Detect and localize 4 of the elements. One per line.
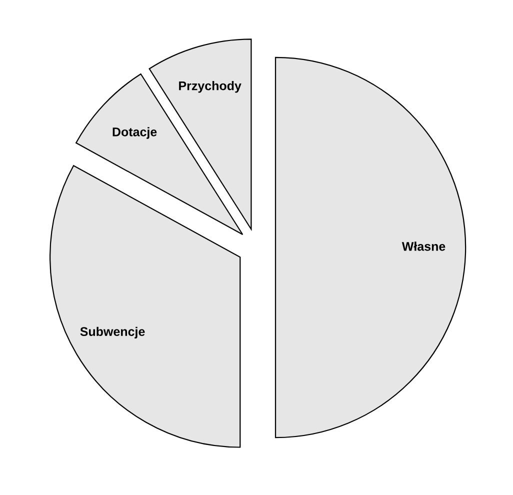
slice-label: Dotacje <box>112 127 157 139</box>
slice-label: Przychody <box>179 81 242 93</box>
slice-label: Subwencje <box>80 326 145 338</box>
slice-label: Własne <box>402 242 446 251</box>
